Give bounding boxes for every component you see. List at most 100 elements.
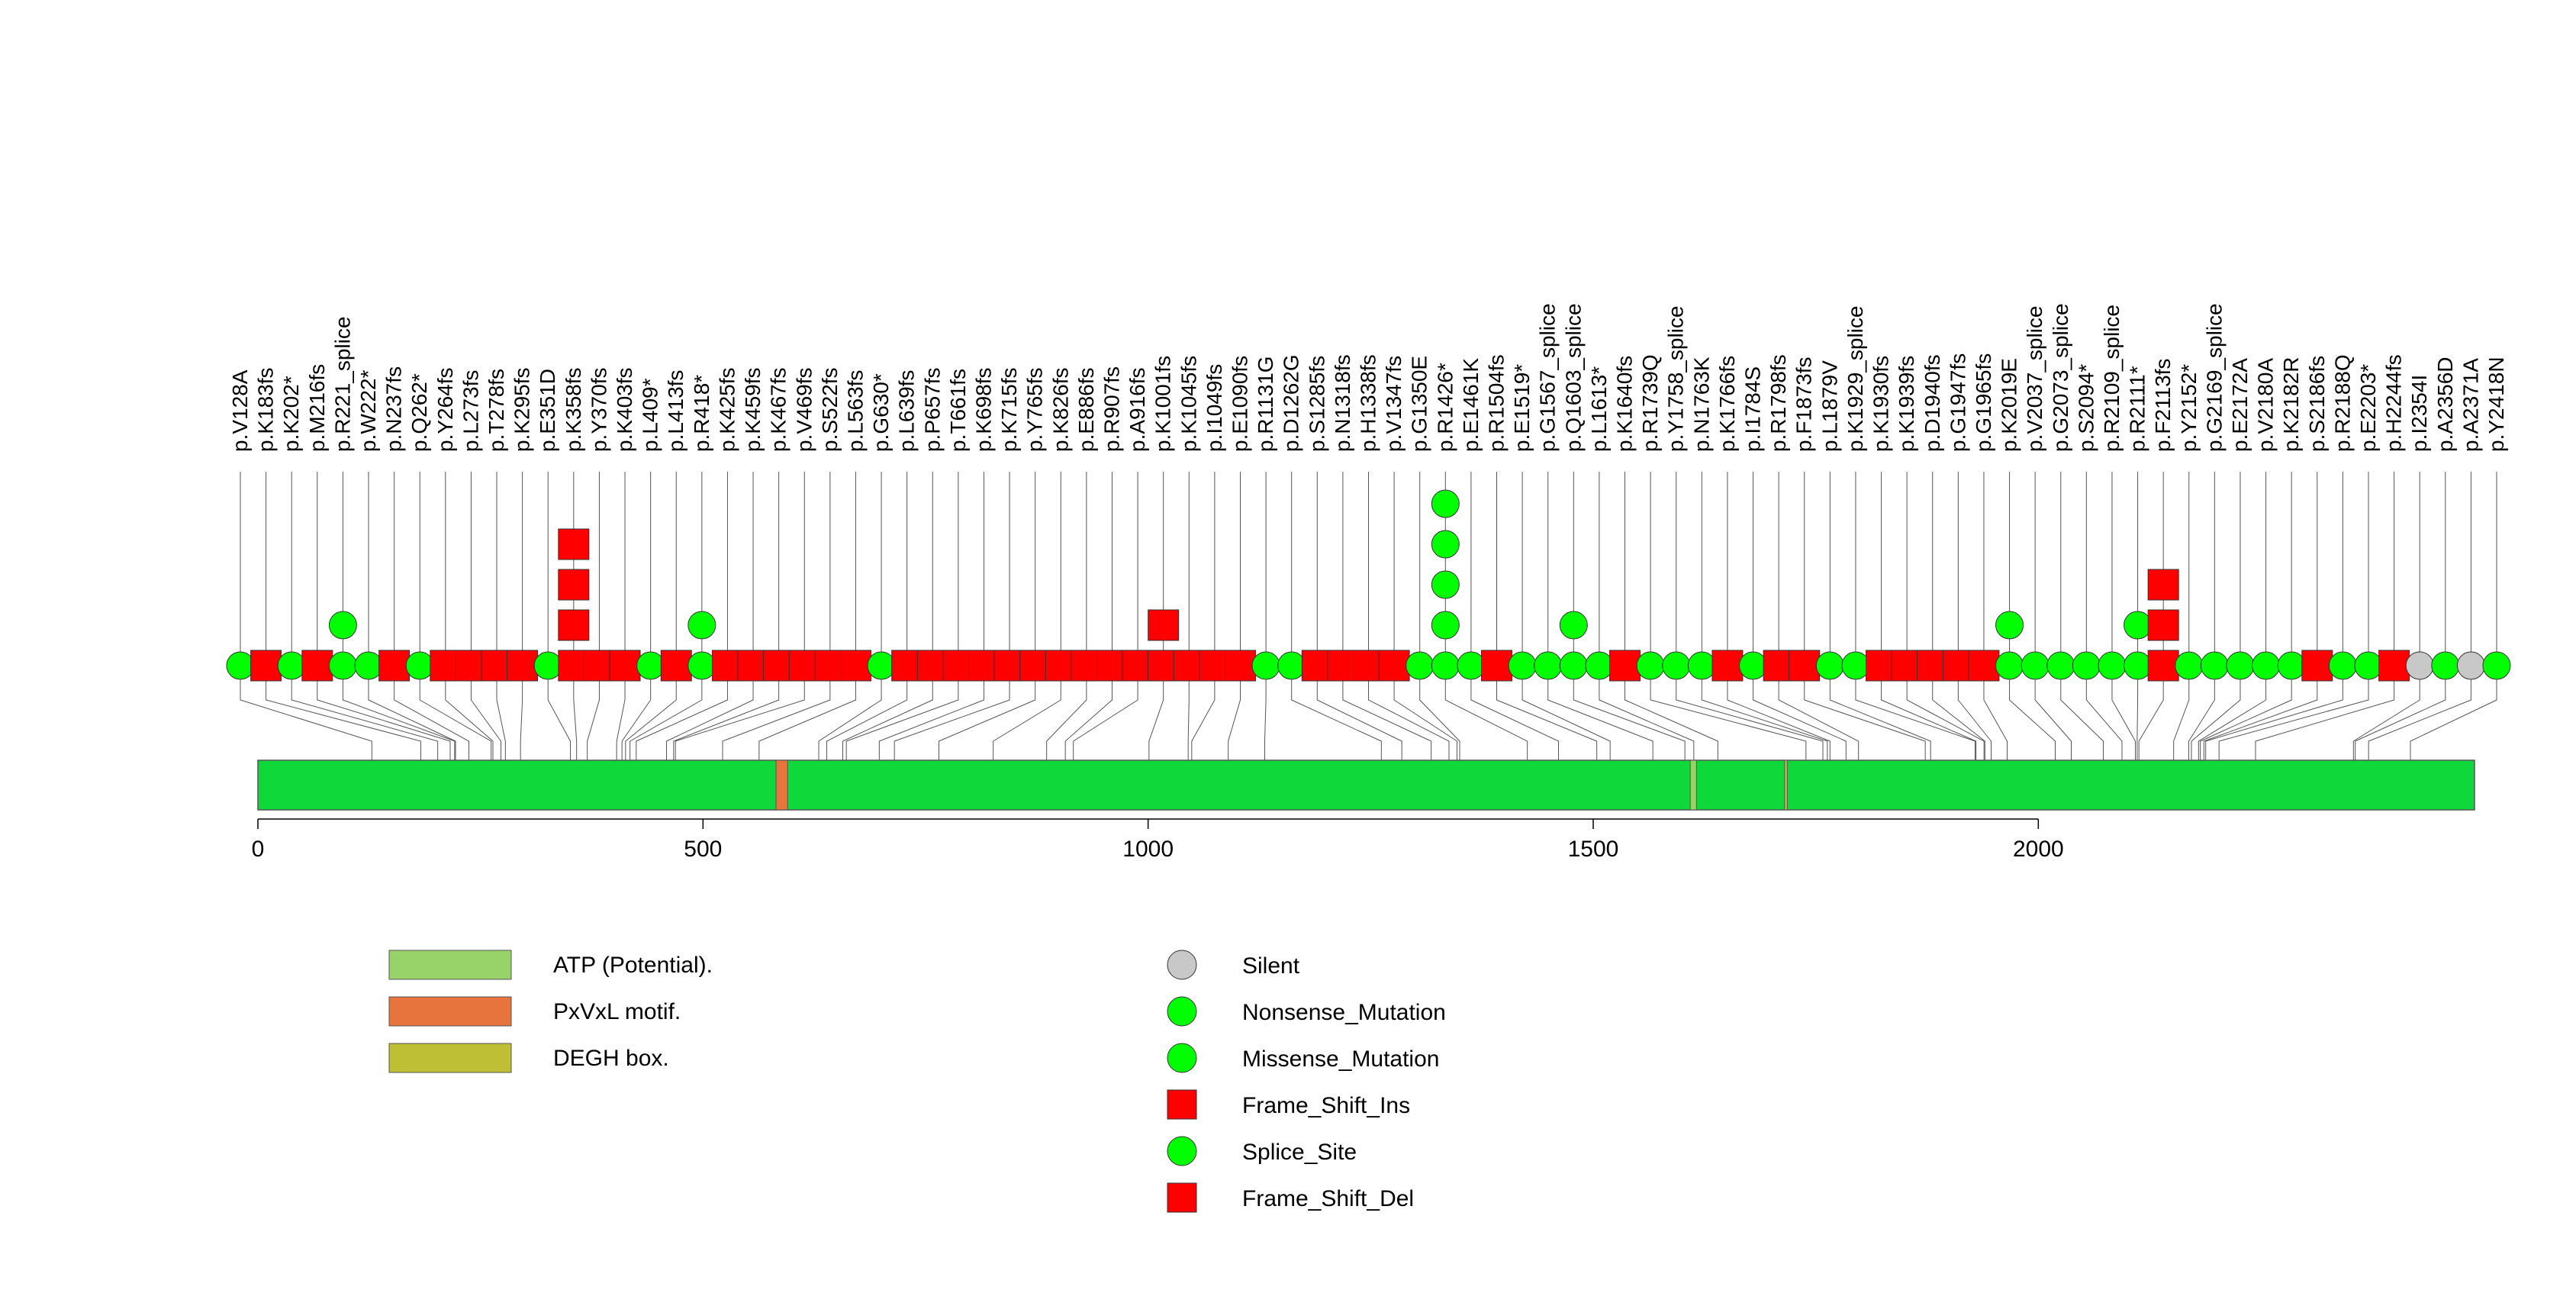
connector-line <box>2255 666 2395 760</box>
mutation-square-marker <box>1224 650 1256 682</box>
mutation-circle-marker <box>867 651 896 680</box>
mutation-circle-marker <box>1431 489 1460 518</box>
connector-line <box>1983 666 2008 760</box>
connector-line <box>1496 666 1598 760</box>
mutation-circle-marker <box>1431 570 1460 599</box>
connector-line <box>2136 666 2139 760</box>
connector-line <box>1906 666 1985 760</box>
mutation-labels: p.V128A p.K183fs p.K202* p.M216fs p.R221_spl… <box>228 303 2508 452</box>
connector-line <box>1342 666 1432 760</box>
connector-line <box>1727 666 1831 760</box>
mutation-label: p.R1798fs <box>1766 354 1790 452</box>
legend-type-label: Silent <box>1242 953 1300 979</box>
mutation-label: p.K425fs <box>715 367 739 452</box>
mutation-circle-marker <box>2021 651 2050 680</box>
connector-line <box>1444 666 1528 760</box>
connector-line <box>291 666 439 760</box>
connector-line <box>1932 666 1985 760</box>
mutation-label: p.D1940fs <box>1921 354 1944 452</box>
connector-line <box>445 666 494 760</box>
connector-line <box>625 666 677 760</box>
connector-line <box>616 666 626 760</box>
connector-line <box>636 666 728 760</box>
mutation-square-marker <box>1378 650 1410 682</box>
mutation-label: p.R1426* <box>1433 363 1457 452</box>
connector-line <box>2203 666 2318 760</box>
connector-line <box>1778 666 1860 760</box>
connector-line <box>1148 666 1164 760</box>
mutation-label: p.R2111* <box>2126 366 2149 452</box>
mutation-label: p.T278fs <box>485 369 508 452</box>
connector-line <box>878 666 984 760</box>
mutation-label: p.G2169_splice <box>2202 303 2226 452</box>
mutation-square-marker <box>558 569 590 601</box>
mutation-circle-marker <box>1815 651 1844 680</box>
connector-line <box>894 666 1010 760</box>
mutation-label: p.E2172A <box>2228 358 2252 452</box>
connector-line <box>993 666 1061 760</box>
mutation-circle-marker <box>1995 651 2024 680</box>
legend-type-label: Missense_Mutation <box>1242 1047 1439 1072</box>
connector-line <box>1316 666 1402 760</box>
mutation-circle-marker <box>2072 651 2101 680</box>
mutation-circle-marker <box>2175 651 2204 680</box>
legend-domain-label: DEGH box. <box>553 1046 669 1071</box>
legend-mutation-types: Silent Nonsense_Mutation Missense_Mutation… <box>1167 950 1446 1213</box>
connector-line <box>1064 666 1113 760</box>
mutation-label: p.K2182R <box>2279 356 2303 452</box>
connector-line <box>2138 666 2164 760</box>
mutation-circle-marker <box>2200 651 2229 680</box>
mutation-label: p.Q1603_splice <box>1561 303 1585 452</box>
mutation-label: p.G1350E <box>1408 356 1431 452</box>
mutation-label: p.I1049fs <box>1203 364 1226 452</box>
mutation-label: p.Q262* <box>407 373 431 452</box>
connector-line <box>1676 666 1824 760</box>
mutation-square-marker <box>839 650 871 682</box>
axis-tick-label: 2000 <box>2013 837 2064 862</box>
connector-line <box>758 666 856 760</box>
mutation-circle-marker <box>636 651 665 680</box>
mutation-circle-marker <box>1431 530 1460 559</box>
mutation-circle-marker <box>1559 611 1588 640</box>
connector-line <box>1624 666 1718 760</box>
mutation-label: p.A2356D <box>2433 356 2457 452</box>
mutation-label: p.V1347fs <box>1382 356 1406 452</box>
legend-domain-swatch <box>388 950 512 980</box>
mutation-label: p.N237fs <box>382 366 406 452</box>
mutation-square-marker <box>1148 609 1180 641</box>
mutation-label: p.K358fs <box>562 367 585 452</box>
mutation-circle-marker <box>1995 611 2024 640</box>
connector-line <box>1470 666 1559 760</box>
mutation-label: p.R221_splice <box>330 317 354 452</box>
domain-region <box>775 759 788 811</box>
connector-line <box>722 666 831 760</box>
connector-line <box>1291 666 1382 760</box>
mutation-circle-marker <box>1662 651 1691 680</box>
mutation-circle-marker <box>2226 651 2255 680</box>
mutation-label: p.Y370fs <box>587 367 610 452</box>
mutation-label: p.I1784S <box>1741 366 1765 452</box>
mutation-circle-marker <box>2277 651 2306 680</box>
mutation-label: p.L413fs <box>664 370 687 452</box>
mutation-label: p.K295fs <box>510 367 534 452</box>
mutation-label: p.H1338fs <box>1357 354 1380 452</box>
mutation-square-marker <box>1711 650 1744 682</box>
connector-line <box>2352 666 2420 760</box>
mutation-square-marker <box>1968 650 2000 682</box>
connector-line <box>1547 666 1653 760</box>
mutation-label: p.R907fs <box>1100 366 1123 452</box>
legend-circle-symbol <box>1167 1136 1197 1166</box>
connector-line <box>826 666 908 760</box>
connector-line <box>1599 666 1695 760</box>
mutation-circle-marker <box>1457 651 1486 680</box>
mutation-square-marker <box>2147 609 2179 641</box>
mutation-label: p.S2186fs <box>2305 356 2329 452</box>
mutation-label: p.K183fs <box>254 367 278 452</box>
mutation-label: p.E1461K <box>1459 358 1483 452</box>
mutation-label: p.Y264fs <box>433 367 457 452</box>
connector-line <box>845 666 959 760</box>
mutation-label: p.K459fs <box>741 367 765 452</box>
x-axis: 0 500 1000 1500 2000 <box>252 818 2064 862</box>
mutation-square-marker <box>1481 650 1513 682</box>
mutation-label: p.P657fs <box>920 367 944 452</box>
